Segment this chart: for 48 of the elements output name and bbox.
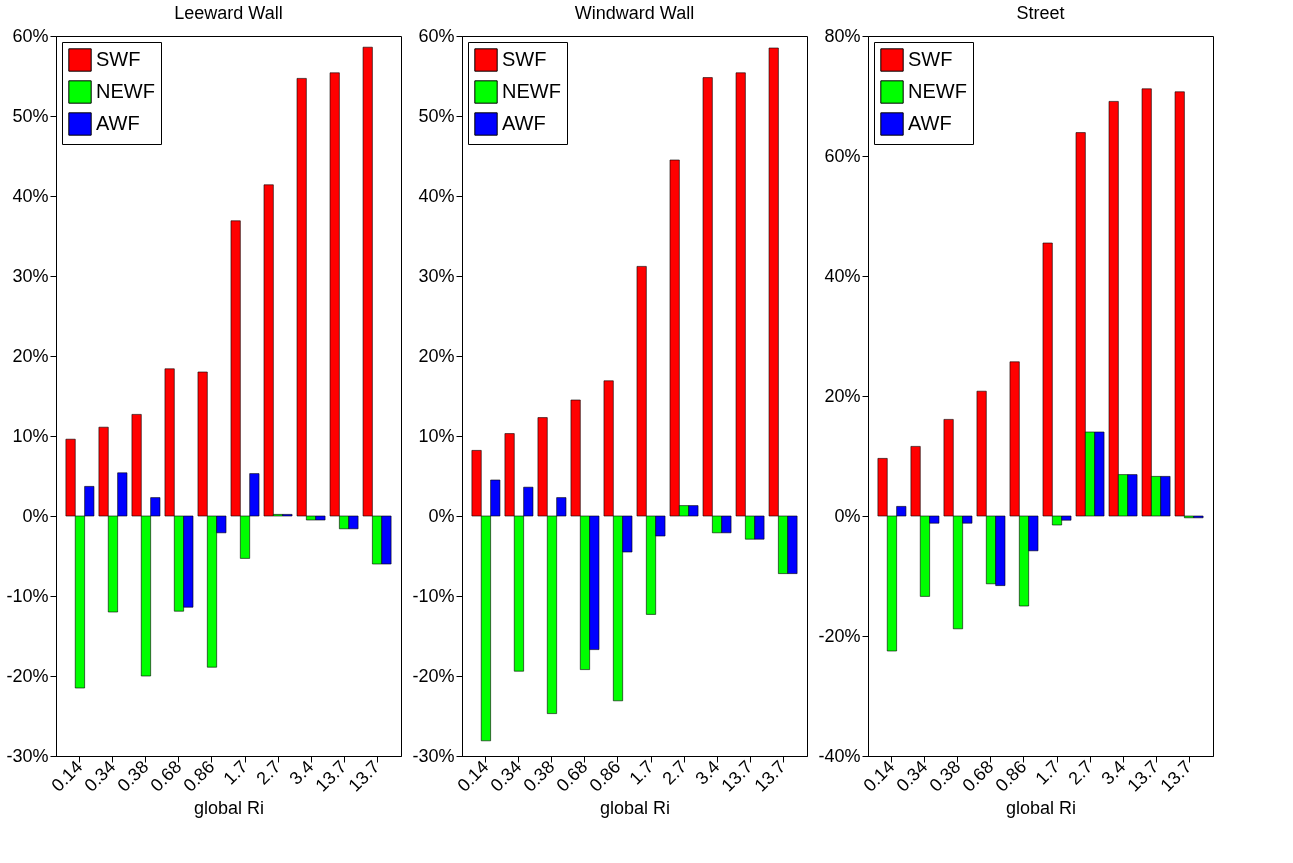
- legend-label: NEWF: [908, 80, 967, 102]
- y-tick-label: 80%: [824, 25, 861, 46]
- y-tick-label: -20%: [6, 665, 49, 686]
- y-tick-label: -20%: [412, 665, 455, 686]
- legend-label: NEWF: [502, 80, 561, 102]
- y-tick-label: 60%: [418, 25, 455, 46]
- legend-label: NEWF: [96, 80, 155, 102]
- x-tick-label: 2.7: [658, 756, 691, 789]
- chart-title: Leeward Wall: [174, 3, 283, 23]
- y-tick-label: 40%: [12, 185, 49, 206]
- y-tick-label: 30%: [418, 265, 455, 286]
- legend-label: SWF: [908, 48, 953, 70]
- y-tick-label: 0%: [428, 505, 455, 526]
- y-tick-label: 60%: [824, 145, 861, 166]
- y-tick-label: 10%: [418, 425, 455, 446]
- y-tick-label: 20%: [418, 345, 455, 366]
- y-tick-label: 60%: [12, 25, 49, 46]
- y-tick-label: 40%: [418, 185, 455, 206]
- y-tick-label: 30%: [12, 265, 49, 286]
- legend-label: SWF: [96, 48, 141, 70]
- y-tick-label: 20%: [12, 345, 49, 366]
- y-tick-label: -20%: [818, 625, 861, 646]
- x-tick-label: 2.7: [1064, 756, 1097, 789]
- x-axis-title: global Ri: [599, 797, 671, 818]
- x-tick-label: 1.7: [219, 756, 252, 789]
- legend-label: AWF: [908, 112, 952, 134]
- legend-label: SWF: [502, 48, 547, 70]
- y-tick-label: 10%: [12, 425, 49, 446]
- y-tick-label: -30%: [412, 745, 455, 766]
- y-tick-label: -30%: [6, 745, 49, 766]
- y-tick-label: 40%: [824, 265, 861, 286]
- x-axis-title: global Ri: [193, 797, 265, 818]
- y-tick-label: 0%: [22, 505, 49, 526]
- chart-title: Street: [1016, 3, 1065, 23]
- y-tick-label: -10%: [412, 585, 455, 606]
- x-tick-label: 1.7: [1031, 756, 1064, 789]
- x-tick-label: 1.7: [625, 756, 658, 789]
- y-tick-label: -10%: [6, 585, 49, 606]
- y-tick-label: 20%: [824, 385, 861, 406]
- x-tick-label: 2.7: [252, 756, 285, 789]
- y-tick-label: -40%: [818, 745, 861, 766]
- y-tick-label: 50%: [12, 105, 49, 126]
- x-axis-title: global Ri: [1005, 797, 1077, 818]
- legend-label: AWF: [502, 112, 546, 134]
- chart-title: Windward Wall: [574, 3, 695, 23]
- legend-label: AWF: [96, 112, 140, 134]
- y-tick-label: 0%: [834, 505, 861, 526]
- y-tick-label: 50%: [418, 105, 455, 126]
